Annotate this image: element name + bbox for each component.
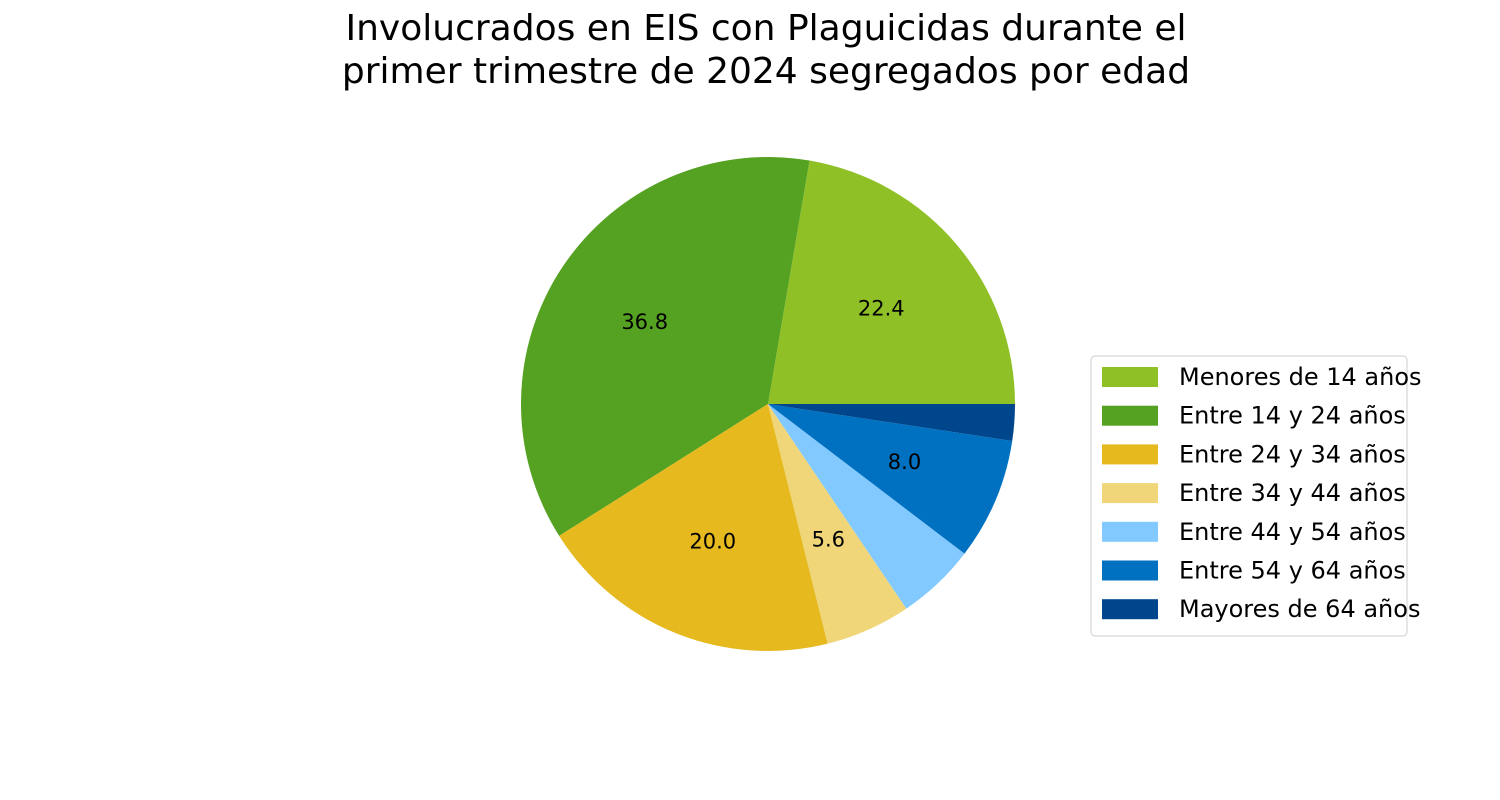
slice-label-3: 5.6 (812, 527, 845, 551)
legend-swatch-4 (1102, 521, 1158, 542)
legend-swatch-2 (1102, 444, 1158, 465)
pie-slice-1 (520, 157, 810, 536)
chart-title: Involucrados en EIS con Plaguicidas dura… (342, 8, 1190, 92)
legend-swatch-5 (1102, 560, 1158, 581)
legend-label-5: Entre 54 y 64 años (1179, 557, 1406, 585)
chart-title-line-1: Involucrados en EIS con Plaguicidas dura… (345, 8, 1186, 49)
legend-swatch-0 (1102, 367, 1158, 387)
legend-label-2: Entre 24 y 34 años (1179, 440, 1406, 468)
legend-label-4: Entre 44 y 54 años (1179, 518, 1406, 546)
pie-slice-5 (768, 404, 1013, 554)
legend-swatch-1 (1102, 405, 1158, 426)
pie-slice-6 (768, 404, 1016, 441)
legend-frame (1090, 355, 1408, 637)
legend: Menores de 14 años Entre 14 y 24 años Entr… (1090, 355, 1422, 637)
legend-label-1: Entre 14 y 24 años (1179, 402, 1406, 430)
slice-label-2: 20.0 (689, 530, 736, 554)
pie-slice-0 (768, 160, 1015, 404)
slice-labels: 22.4 36.8 20.0 5.6 8.0 (621, 296, 921, 553)
pie-slices (520, 157, 1016, 652)
legend-swatch-3 (1102, 483, 1158, 504)
slice-label-0: 22.4 (858, 296, 905, 320)
pie-slice-3 (768, 404, 907, 644)
slice-label-5: 8.0 (888, 450, 921, 474)
slice-label-1: 36.8 (621, 310, 668, 334)
legend-swatch-6 (1102, 599, 1158, 620)
legend-label-0: Menores de 14 años (1179, 363, 1422, 391)
pie-slice-2 (559, 404, 828, 652)
legend-label-3: Entre 34 y 44 años (1179, 479, 1406, 507)
pie-slice-4 (768, 404, 965, 609)
legend-label-6: Mayores de 64 años (1179, 595, 1420, 623)
chart-title-line-2: primer trimestre de 2024 segregados por … (342, 51, 1190, 92)
